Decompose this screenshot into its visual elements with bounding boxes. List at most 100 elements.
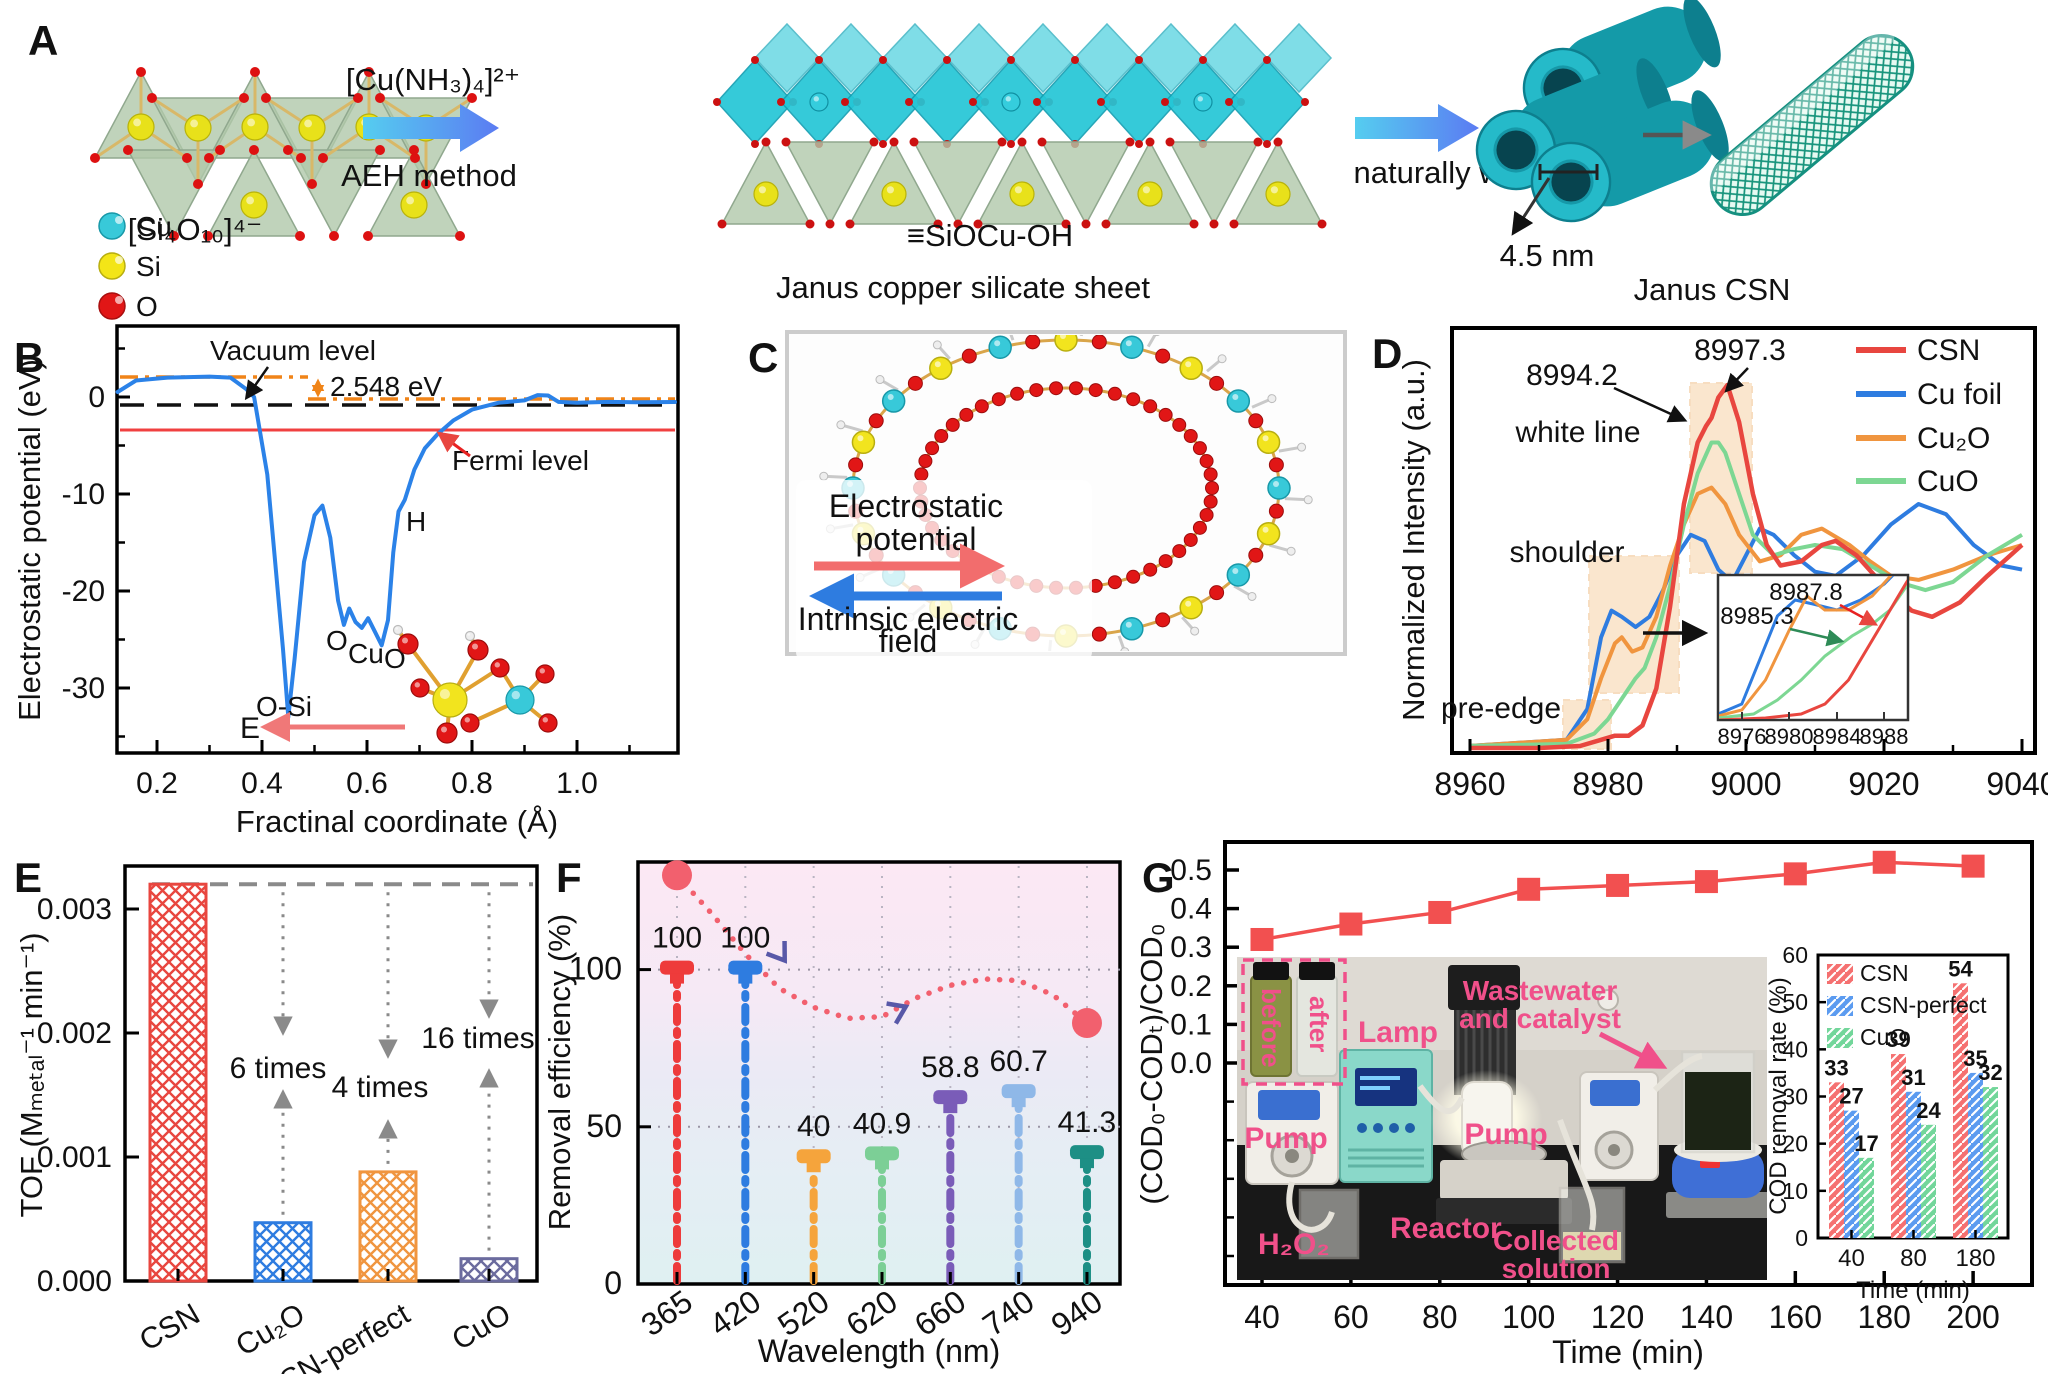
fermi-arrow-icon [436,431,471,458]
g-xtick-100: 100 [1502,1299,1555,1335]
atom-osi-label: O-Si [256,691,312,722]
gi-value: 17 [1854,1131,1878,1156]
product-label: Janus CSN [1634,272,1791,307]
gi-value: 27 [1839,1084,1863,1109]
legend-si-label: Si [136,251,161,282]
e-ytick-2: 0.002 [37,1017,112,1050]
electrostatic-label-2: potential [856,521,977,557]
gi-legend-CSN: CSN [1860,960,1909,986]
lollipop-pin [796,1149,831,1164]
h2o2-label: H₂O₂ [1258,1228,1330,1261]
atom-h-label: H [406,506,426,537]
cod-point-40 [1250,927,1274,951]
experiment-photo: before after Lamp Wastewater and catalys… [1237,957,1767,1280]
panel-a-letter: A [28,17,58,64]
g-ytick-4: 0.4 [1170,893,1212,926]
after-label: after [1304,996,1334,1052]
wastewater-label-2: and catalyst [1459,1003,1621,1034]
diameter-label: 4.5 nm [1500,238,1595,273]
lollipop-pin [864,1146,899,1161]
peak2-arrow-icon [1724,367,1749,393]
wall-outlet [1597,989,1619,1011]
gi-ytick-40: 40 [1782,1036,1808,1062]
b-xtick-1: 0.4 [241,767,283,800]
e-xtick-1: Cu₂O [230,1297,310,1362]
gi-value: 54 [1948,956,1973,981]
f-ytick-1: 50 [586,1108,622,1144]
b-ytick-1: -10 [62,478,105,511]
removal-value-620: 40.9 [853,1107,911,1140]
atom-cu-label: Cu [348,638,384,669]
lamp-power-supply [1339,1049,1433,1183]
lollipop-pin [1001,1084,1036,1099]
inset-csn [1719,579,1907,719]
d-inset-ticks [1741,712,1885,720]
pump-left-label: Pump [1244,1122,1327,1155]
cod-point-160 [1783,862,1807,886]
peak1-label: 8994.2 [1526,359,1618,392]
d-xtick-0: 8960 [1434,766,1505,802]
e-ylabel: TOF (Mₘₑₜₐₗ⁻¹ min⁻¹) [14,932,49,1217]
janus-sheet-structure [713,22,1333,229]
electrostatic-label-1: Electrostatic [829,488,1003,524]
reagent-label: [Cu(NH₃)₄]²⁺ [346,62,520,97]
gi-bar-CSN-180 [1953,983,1968,1238]
gi-value: 31 [1901,1065,1925,1090]
gi-bar-CuO-180 [1983,1087,1998,1238]
gi-ytick-10: 10 [1782,1178,1808,1204]
intrinsic-label-1: Intrinsic electric [798,601,1019,637]
cod-point-80 [1428,900,1452,924]
inset-xtick-0: 8976 [1718,724,1767,749]
cod-point-120 [1606,873,1630,897]
gi-bar-CuO-80 [1921,1124,1936,1238]
panel-e-letter: E [14,854,42,901]
pump-right-label: Pump [1464,1118,1547,1151]
trend-chevron-1 [886,1001,910,1025]
method-label: AEH method [341,158,517,193]
lollipop-pin [1069,1145,1104,1160]
reaction-arrow-icon [363,104,499,152]
rolled-nanotube [1702,26,1915,216]
d-ylabel: Normalized Intensity (a.u.) [1396,359,1431,721]
cod-ratio-series: 0.00.10.20.30.40.540 60 80 100 120 140 160 180 2… [1170,850,2000,1335]
legend-o-label: O [136,291,158,322]
gi-legend-swatch-CSN [1827,964,1853,984]
peak2-label: 8997.3 [1694,334,1786,367]
gi-ytick-50: 50 [1782,989,1808,1015]
removal-value-660: 58.8 [921,1051,979,1084]
inset-xtick-1: 8980 [1765,724,1814,749]
g-ylabel: (COD₀-CODₜ)/COD₀ [1134,923,1169,1204]
g-xtick-180: 180 [1858,1299,1911,1335]
e-xtick-0: CSN [134,1297,205,1357]
legend-csn: CSN [1917,334,1980,367]
b-ytick-2: -20 [62,575,105,608]
g-xtick-160: 160 [1769,1299,1822,1335]
g-xtick-120: 120 [1591,1299,1644,1335]
gi-value: 33 [1824,1055,1848,1080]
lollipop-pin [728,960,763,975]
tubing-3 [1557,1118,1597,1231]
panel-f-letter: F [556,854,582,901]
atom-o-left-label: O [326,625,348,656]
cod-point-140 [1694,870,1718,894]
pump-right-machine [1579,1071,1659,1181]
gi-value: 35 [1963,1046,1987,1071]
g-ytick-3: 0.3 [1170,931,1212,964]
nanotube-bundle [1475,0,1729,223]
gi-xtick-180: 180 [1955,1245,1995,1272]
d-xtick-3: 9020 [1848,766,1919,802]
e-ytick-0: 0.000 [37,1265,112,1298]
gi-ytick-30: 30 [1782,1084,1808,1110]
panel-g-letter: G [1142,854,1175,901]
g-xlabel: Time (min) [1552,1334,1704,1370]
plot-frame [115,324,680,755]
gi-value: 32 [1978,1060,2002,1085]
collected-label-1: Collected [1493,1225,1619,1256]
si-atom-highlight [115,256,123,264]
intrinsic-label-2: field [879,623,938,659]
g-xtick-200: 200 [1946,1299,1999,1335]
inset-green-label: 8985.3 [1720,603,1793,630]
efield-label: E [240,712,260,745]
